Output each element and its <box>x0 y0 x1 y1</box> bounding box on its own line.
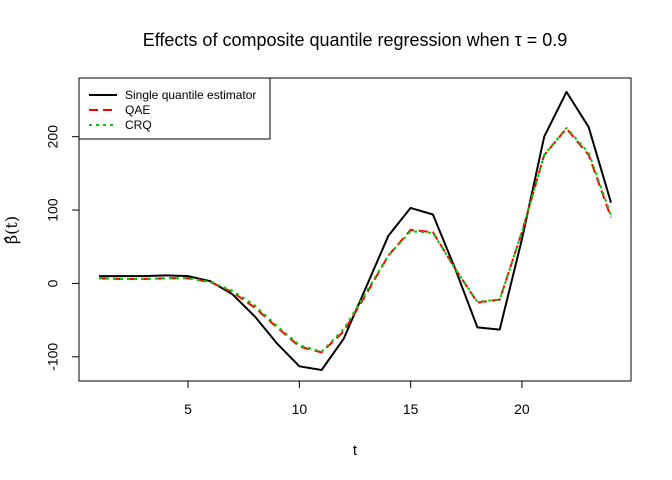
legend-label-single: Single quantile estimator <box>125 88 256 102</box>
series-line-2 <box>98 126 612 353</box>
y-tick-label: 200 <box>45 125 61 149</box>
x-tick-label: 20 <box>514 401 530 417</box>
legend-box <box>78 77 271 140</box>
chart-title: Effects of composite quantile regression… <box>143 30 568 50</box>
x-tick-label: 15 <box>403 401 419 417</box>
y-tick-label: 100 <box>45 198 61 222</box>
y-axis: -100 0 100 200 <box>45 125 80 371</box>
x-axis: 5 10 15 20 <box>184 380 530 417</box>
legend: Single quantile estimator QAE CRQ <box>78 77 271 140</box>
series-layer <box>98 90 612 371</box>
y-axis-label: β̂(t) <box>2 216 21 244</box>
legend-label-crq: CRQ <box>125 118 152 132</box>
series-line-1 <box>98 127 612 354</box>
x-axis-label: t <box>353 442 358 459</box>
legend-label-qae: QAE <box>125 103 150 117</box>
x-tick-label: 10 <box>292 401 308 417</box>
x-tick-label: 5 <box>184 401 192 417</box>
y-tick-label: -100 <box>45 343 61 371</box>
y-tick-label: 0 <box>45 279 61 287</box>
